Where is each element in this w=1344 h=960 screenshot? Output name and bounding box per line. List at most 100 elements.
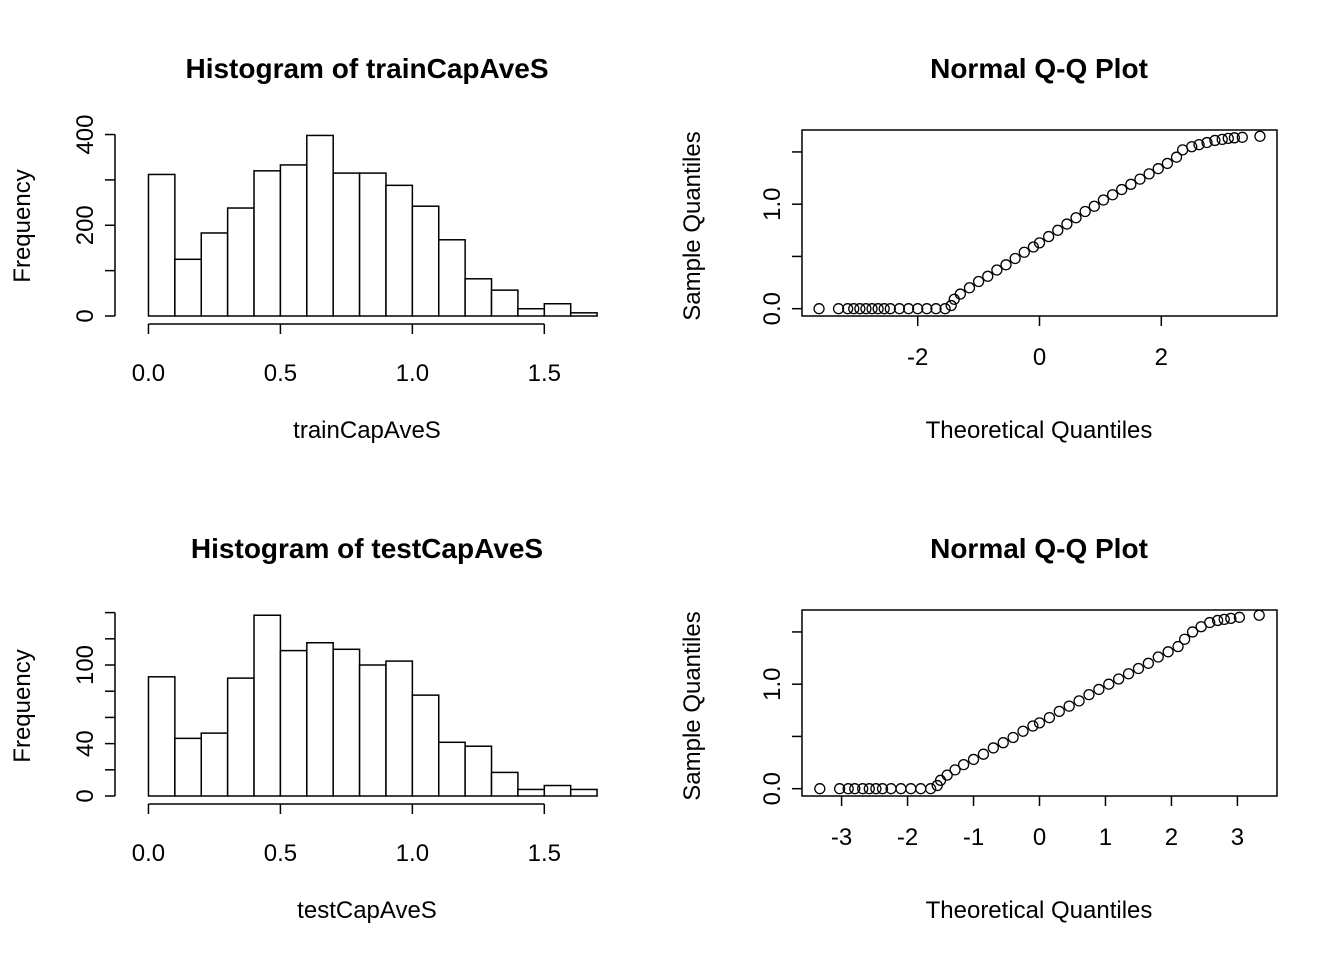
qq-point bbox=[854, 303, 866, 315]
x-tick-label: -2 bbox=[907, 344, 928, 371]
x-tick-label: 0.0 bbox=[132, 360, 165, 387]
qq-point bbox=[832, 303, 845, 315]
histogram-bar bbox=[517, 307, 546, 317]
x-tick-label: 2 bbox=[1155, 344, 1168, 371]
qq-point bbox=[915, 783, 927, 795]
qq-point bbox=[1027, 241, 1040, 253]
train-qq-xlabel: Theoretical Quantiles bbox=[926, 417, 1153, 444]
train-qq-ylabel: Sample Quantiles bbox=[679, 131, 706, 320]
histogram-bar bbox=[226, 207, 255, 317]
qq-point bbox=[849, 783, 861, 795]
qq-point bbox=[1218, 613, 1230, 626]
qq-point bbox=[814, 783, 826, 795]
qq-point bbox=[939, 303, 951, 315]
histogram-bar bbox=[517, 788, 546, 797]
histogram-bar bbox=[438, 239, 466, 317]
histogram-bar bbox=[279, 164, 308, 317]
histogram-bar bbox=[200, 732, 229, 797]
x-tick-label: -2 bbox=[897, 824, 918, 851]
y-tick-label: 0.0 bbox=[759, 772, 786, 805]
qq-point bbox=[813, 303, 825, 315]
qq-point bbox=[1201, 136, 1213, 149]
qq-point bbox=[1017, 725, 1029, 737]
qq-point bbox=[1211, 614, 1224, 627]
x-tick-label: 1.5 bbox=[528, 840, 561, 867]
histogram-bar bbox=[306, 134, 334, 317]
qq-point bbox=[1186, 141, 1198, 153]
qq-point bbox=[1033, 237, 1046, 249]
histogram-bar bbox=[385, 184, 414, 317]
train-qq-panel: Normal Q-Q Plot Theoretical Quantiles Sa… bbox=[679, 53, 1278, 444]
qq-point bbox=[1042, 230, 1055, 243]
qq-point bbox=[1216, 133, 1228, 146]
qq-point bbox=[1143, 168, 1155, 180]
histogram-bar bbox=[306, 641, 334, 797]
qq-point bbox=[912, 303, 924, 315]
qq-point bbox=[1083, 688, 1095, 701]
histogram-bar bbox=[358, 664, 387, 797]
qq-point bbox=[1018, 246, 1030, 258]
y-tick-label: 200 bbox=[72, 205, 99, 245]
qq-point bbox=[954, 288, 966, 300]
test-qq-ylabel: Sample Quantiles bbox=[679, 611, 706, 800]
qq-point bbox=[1053, 705, 1065, 718]
qq-point bbox=[833, 783, 846, 795]
qq-point bbox=[1043, 711, 1056, 724]
qq-point bbox=[1253, 609, 1265, 621]
qq-point bbox=[860, 303, 872, 315]
train-histogram-title: Histogram of trainCapAveS bbox=[185, 53, 548, 84]
qq-point bbox=[991, 264, 1003, 276]
y-tick-label: 0 bbox=[72, 309, 99, 322]
qq-point bbox=[895, 783, 907, 795]
histogram-bar bbox=[438, 741, 466, 797]
qq-point bbox=[842, 783, 854, 795]
qq-point bbox=[902, 303, 915, 315]
histogram-bar bbox=[464, 745, 493, 797]
qq-point bbox=[921, 303, 933, 315]
qq-point bbox=[893, 303, 906, 315]
qq-point bbox=[1236, 131, 1248, 143]
train-qq-title: Normal Q-Q Plot bbox=[930, 53, 1148, 84]
qq-point bbox=[941, 769, 953, 781]
histogram-bar bbox=[358, 172, 387, 317]
histogram-bar bbox=[332, 172, 361, 317]
qq-point bbox=[870, 783, 882, 795]
y-tick-label: 1.0 bbox=[759, 668, 786, 701]
qq-point bbox=[1079, 205, 1091, 218]
qq-point bbox=[924, 783, 937, 795]
histogram-bar bbox=[569, 788, 598, 797]
test-qq-xlabel: Theoretical Quantiles bbox=[926, 897, 1153, 924]
histogram-bar bbox=[543, 303, 572, 317]
train-histogram-panel: Histogram of trainCapAveS trainCapAveS F… bbox=[9, 53, 598, 444]
plot-frame bbox=[801, 129, 1278, 317]
qq-point bbox=[1116, 183, 1128, 196]
qq-point bbox=[1193, 138, 1205, 151]
y-tick-label: 40 bbox=[72, 730, 99, 757]
y-tick-label: 0.0 bbox=[759, 292, 786, 325]
qq-point bbox=[905, 783, 917, 795]
x-tick-label: 0.5 bbox=[264, 840, 297, 867]
histogram-bar bbox=[279, 649, 308, 797]
qq-point bbox=[1070, 212, 1082, 224]
qq-point bbox=[1228, 132, 1241, 144]
qq-point bbox=[872, 303, 884, 315]
histogram-bar bbox=[569, 312, 598, 317]
qq-point bbox=[1103, 678, 1115, 690]
qq-point bbox=[1132, 662, 1145, 675]
test-histogram-title: Histogram of testCapAveS bbox=[191, 533, 543, 564]
test-histogram-panel: Histogram of testCapAveS testCapAveS Fre… bbox=[9, 533, 598, 924]
qq-point bbox=[1097, 194, 1110, 206]
qq-point bbox=[1009, 252, 1021, 265]
qq-point bbox=[1125, 178, 1137, 190]
qq-point bbox=[977, 748, 990, 760]
qq-point bbox=[1152, 651, 1164, 663]
plot-frame bbox=[801, 609, 1278, 797]
x-tick-label: 0.5 bbox=[264, 360, 297, 387]
qq-point bbox=[930, 303, 942, 315]
x-tick-label: 1.0 bbox=[396, 840, 429, 867]
x-tick-label: 1.0 bbox=[396, 360, 429, 387]
qq-point bbox=[997, 737, 1009, 749]
qq-point bbox=[878, 303, 890, 315]
qq-point bbox=[884, 303, 896, 315]
